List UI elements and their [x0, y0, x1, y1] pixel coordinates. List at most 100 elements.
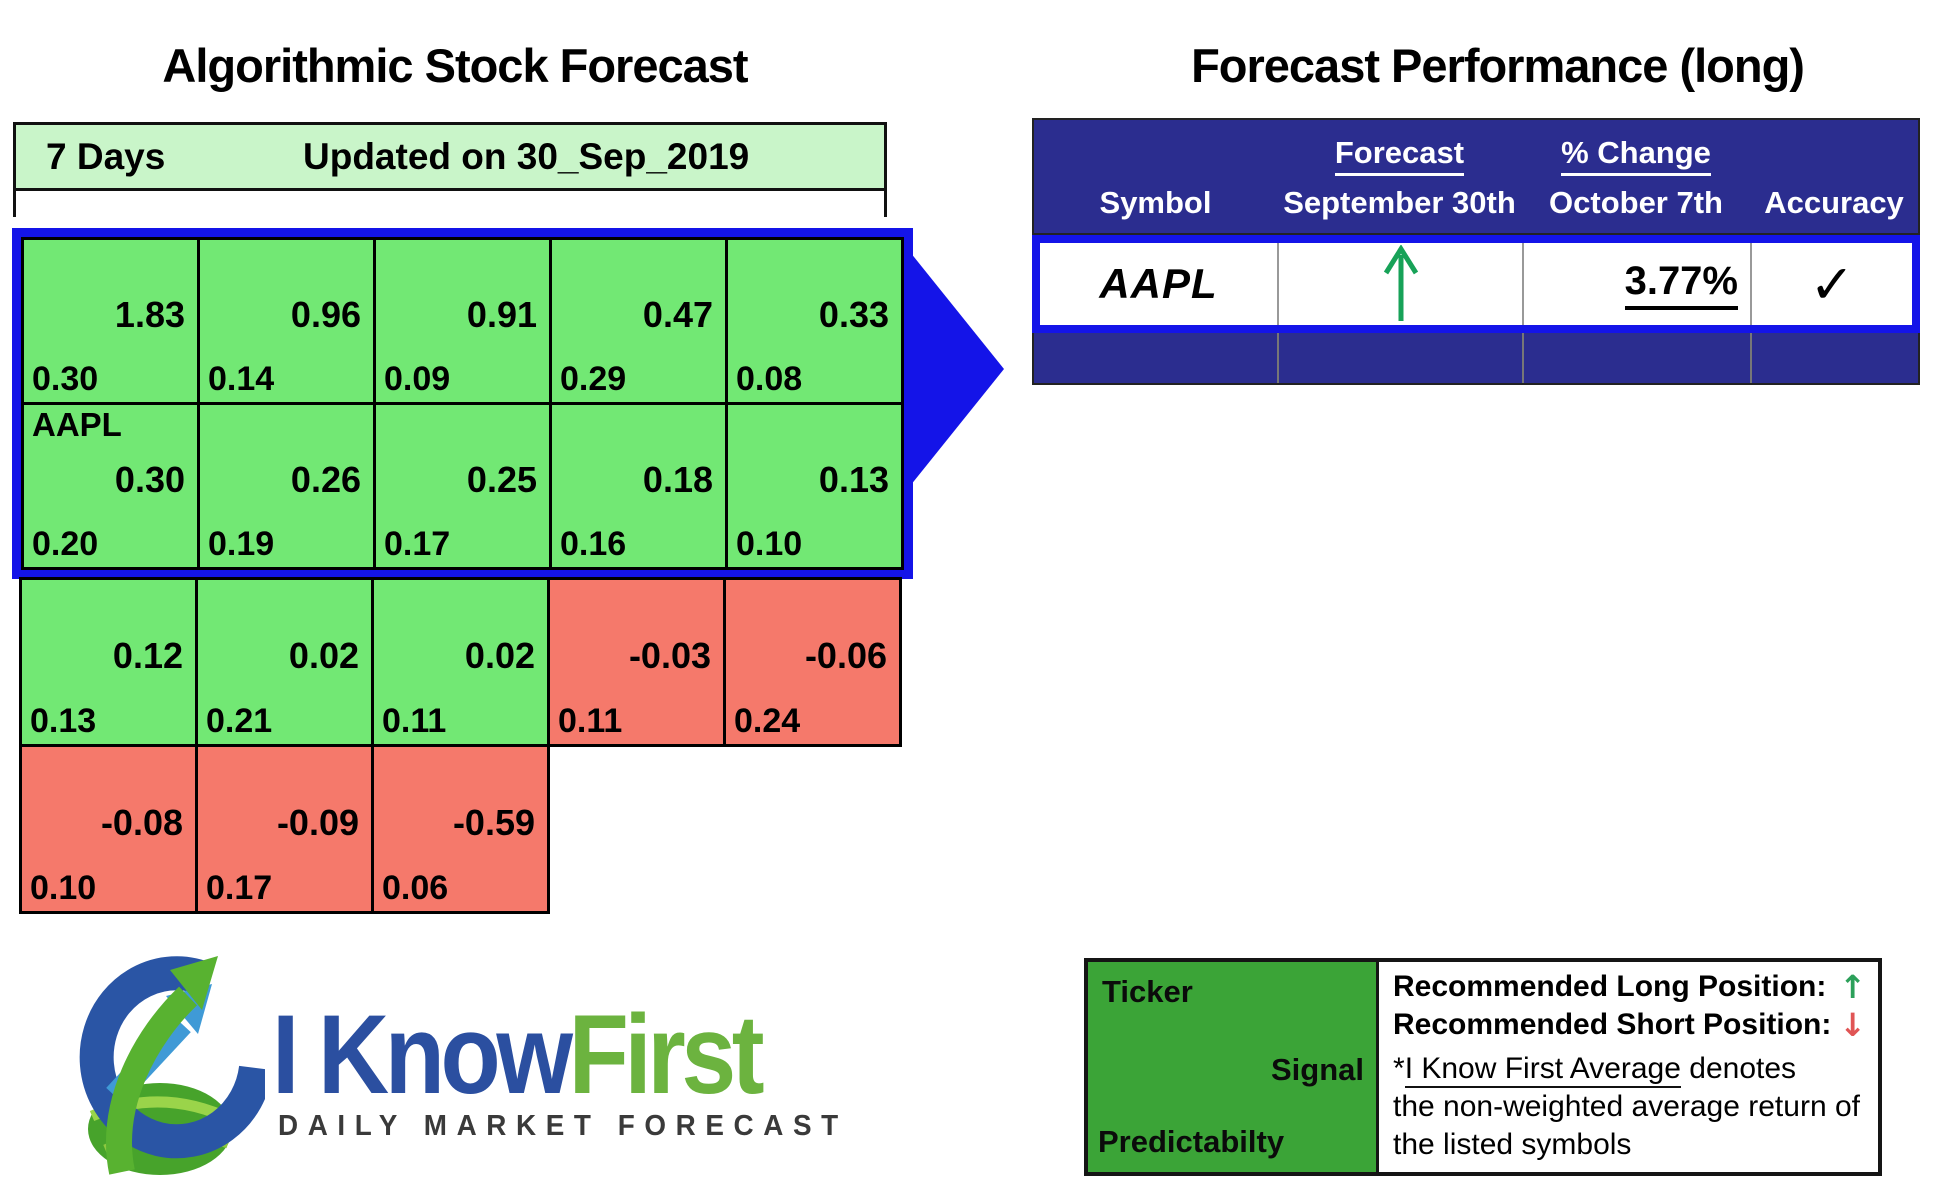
forecast-date-label: September 30th — [1283, 185, 1516, 220]
forecast-cell: 0.33 0.08 — [725, 237, 904, 405]
predictability-value: 0.13 — [30, 702, 97, 740]
forecast-cell: 0.13 0.10 — [725, 402, 904, 570]
forecast-grid-bottom: 0.12 0.13 0.02 0.21 0.02 0.11 -0.03 0.11… — [19, 577, 902, 914]
legend-long-label: Recommended Long Position: — [1393, 970, 1827, 1003]
period-label: 7 Days — [46, 136, 166, 177]
forecast-cell: -0.59 0.06 — [371, 744, 550, 914]
forecast-cell: -0.03 0.11 — [547, 577, 726, 747]
left-panel-title: Algorithmic Stock Forecast — [162, 39, 748, 92]
predictability-value: 0.16 — [560, 525, 627, 563]
legend-box: Ticker Signal Predictabilty Recommended … — [1084, 958, 1882, 1176]
logo-text-first: First — [568, 992, 765, 1117]
performance-table-header: Symbol Forecast September 30th % Change … — [1032, 118, 1920, 235]
signal-value: 0.13 — [818, 459, 889, 501]
up-arrow-icon — [1383, 245, 1418, 321]
predictability-value: 0.29 — [560, 360, 627, 398]
predictability-value: 0.11 — [558, 702, 623, 740]
signal-value: -0.09 — [276, 802, 359, 844]
grid-row-1: 1.83 0.30 0.96 0.14 0.91 0.09 0.47 0.29 … — [21, 237, 904, 405]
predictability-value: 0.10 — [736, 525, 803, 563]
forecast-cell: 0.47 0.29 — [549, 237, 728, 405]
predictability-value: 0.24 — [734, 702, 801, 740]
legend-long-row: Recommended Long Position: ↑ — [1393, 968, 1866, 1006]
forecast-period-bar: 7 Days Updated on 30_Sep_2019 — [16, 125, 884, 191]
predictability-value: 0.20 — [32, 525, 99, 563]
change-cell: 3.77% — [1522, 243, 1750, 325]
legend-short-label: Recommended Short Position: — [1393, 1008, 1832, 1041]
column-header-symbol: Symbol — [1034, 185, 1277, 233]
predictability-value: 0.10 — [30, 869, 97, 907]
predictability-value: 0.30 — [32, 360, 99, 398]
signal-value: 0.47 — [642, 294, 713, 336]
legend-text-panel: Recommended Long Position: ↑ Recommended… — [1379, 962, 1878, 1172]
updated-date-label: Updated on 30_Sep_2019 — [303, 136, 750, 177]
predictability-value: 0.17 — [206, 869, 273, 907]
legend-short-row: Recommended Short Position: ↓ — [1393, 1006, 1866, 1044]
logo-text-iknow: I Know — [272, 992, 573, 1117]
forecast-cell: 1.83 0.30 — [21, 237, 200, 405]
signal-value: 0.12 — [112, 635, 183, 677]
forecast-header-label: Forecast — [1334, 135, 1465, 176]
signal-value: 1.83 — [114, 294, 185, 336]
column-header-forecast: Forecast September 30th — [1277, 135, 1522, 233]
empty-cell — [1522, 333, 1750, 383]
forecast-grid-top: 1.83 0.30 0.96 0.14 0.91 0.09 0.47 0.29 … — [21, 237, 904, 570]
accuracy-cell: ✓ — [1750, 243, 1912, 325]
grid-row-3: 0.12 0.13 0.02 0.21 0.02 0.11 -0.03 0.11… — [19, 577, 902, 747]
legend-signal-label: Signal — [1270, 1052, 1364, 1087]
signal-value: 0.33 — [818, 294, 889, 336]
predictability-value: 0.11 — [382, 702, 447, 740]
forecast-cell: 0.18 0.16 — [549, 402, 728, 570]
symbol-cell: AAPL — [1040, 243, 1277, 325]
note-after-text: denotes — [1680, 1052, 1797, 1085]
grid-row-2: AAPL 0.30 0.20 0.26 0.19 0.25 0.17 0.18 … — [21, 402, 904, 570]
legend-key-panel: Ticker Signal Predictabilty — [1088, 962, 1379, 1172]
right-arrow-icon — [906, 247, 1004, 491]
signal-value: 0.30 — [114, 459, 185, 501]
legend-ticker-label: Ticker — [1102, 974, 1193, 1009]
logo-swoosh-icon — [79, 956, 265, 1175]
column-header-accuracy: Accuracy — [1750, 185, 1918, 233]
logo-wordmark: I KnowFirst — [272, 990, 765, 1119]
forecast-cell: 0.26 0.19 — [197, 402, 376, 570]
predictability-value: 0.14 — [208, 360, 275, 398]
aapl-highlight-block: 1.83 0.30 0.96 0.14 0.91 0.09 0.47 0.29 … — [12, 228, 913, 579]
signal-value: 0.91 — [466, 294, 537, 336]
ticker-label: AAPL — [32, 406, 122, 443]
change-date-label: October 7th — [1549, 185, 1723, 220]
predictability-value: 0.21 — [206, 702, 273, 740]
forecast-cell: 0.02 0.21 — [195, 577, 374, 747]
grid-row-4: -0.08 0.10 -0.09 0.17 -0.59 0.06 — [19, 744, 901, 914]
forecast-cell — [1277, 243, 1522, 325]
empty-cell — [1034, 333, 1277, 383]
forecast-cell: 0.12 0.13 — [19, 577, 198, 747]
note-underlined-text: I Know First Average — [1404, 1052, 1681, 1088]
signal-value: -0.08 — [100, 802, 183, 844]
forecast-period-box: 7 Days Updated on 30_Sep_2019 — [13, 122, 887, 217]
forecast-cell: -0.09 0.17 — [195, 744, 374, 914]
signal-value: 0.02 — [464, 635, 535, 677]
accuracy-header-label: Accuracy — [1764, 185, 1904, 220]
logo-subtitle: DAILY MARKET FORECAST — [278, 1110, 848, 1142]
signal-value: 0.96 — [290, 294, 361, 336]
legend-note-line1: *I Know First Average denotes — [1393, 1050, 1866, 1088]
empty-cell — [1277, 333, 1522, 383]
forecast-cell: 0.25 0.17 — [373, 402, 552, 570]
signal-value: 0.26 — [290, 459, 361, 501]
signal-value: 0.02 — [288, 635, 359, 677]
forecast-cell: 0.02 0.11 — [371, 577, 550, 747]
predictability-value: 0.19 — [208, 525, 275, 563]
forecast-cell-aapl: AAPL 0.30 0.20 — [21, 402, 200, 570]
legend-predictability-label: Predictabilty — [1098, 1124, 1285, 1159]
signal-value: -0.03 — [628, 635, 711, 677]
signal-value: -0.59 — [452, 802, 535, 844]
check-icon: ✓ — [1809, 252, 1855, 316]
performance-table-empty-row — [1032, 333, 1920, 385]
symbol-value: AAPL — [1099, 260, 1218, 307]
down-arrow-icon: ↓ — [1839, 1006, 1866, 1044]
forecast-grid-bottom-table: 0.12 0.13 0.02 0.21 0.02 0.11 -0.03 0.11… — [19, 577, 902, 914]
signal-value: 0.25 — [466, 459, 537, 501]
signal-value: -0.06 — [804, 635, 887, 677]
forecast-cell: 0.96 0.14 — [197, 237, 376, 405]
iknowfirst-logo: I KnowFirst DAILY MARKET FORECAST — [60, 938, 860, 1188]
